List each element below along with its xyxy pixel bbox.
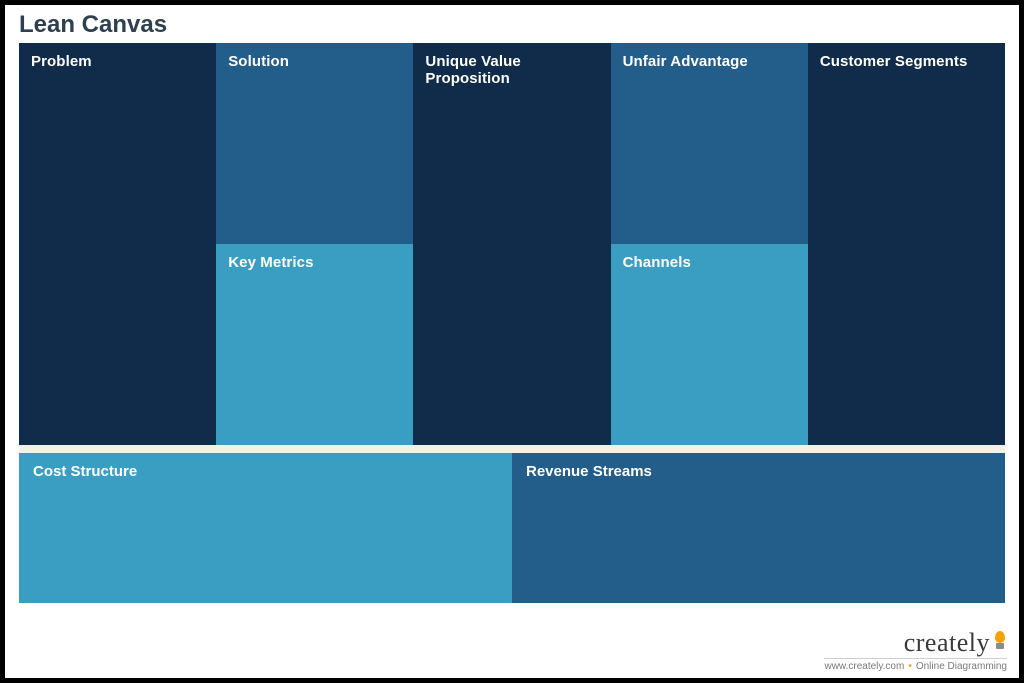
col-advantage-channels: Unfair Advantage Channels <box>611 43 808 445</box>
cell-key-metrics: Key Metrics <box>216 244 413 445</box>
page-title: Lean Canvas <box>5 5 1019 43</box>
separator-dot: • <box>904 661 916 672</box>
brand-tagline: Online Diagramming <box>916 661 1007 672</box>
cell-revenue-streams: Revenue Streams <box>512 453 1005 603</box>
canvas-bottom-row: Cost Structure Revenue Streams <box>19 453 1005 603</box>
lean-canvas-wrap: Problem Solution Key Metrics Unique Valu… <box>5 43 1019 603</box>
label-revenue-streams: Revenue Streams <box>526 463 991 480</box>
brand-word: creately <box>904 628 990 658</box>
cell-uvp: Unique Value Proposition <box>413 43 610 445</box>
label-uvp: Unique Value Proposition <box>425 53 598 87</box>
brand-top: creately <box>904 628 1007 658</box>
brand-url: www.creately.com <box>824 661 904 672</box>
canvas-top-row: Problem Solution Key Metrics Unique Valu… <box>19 43 1005 445</box>
label-unfair-advantage: Unfair Advantage <box>623 53 796 70</box>
label-problem: Problem <box>31 53 204 70</box>
label-customer-segments: Customer Segments <box>820 53 993 70</box>
lean-canvas: Problem Solution Key Metrics Unique Valu… <box>19 43 1005 603</box>
lightbulb-icon <box>993 631 1007 651</box>
footer: creately www.creately.com•Online Diagram… <box>5 603 1019 678</box>
cell-solution: Solution <box>216 43 413 244</box>
label-channels: Channels <box>623 254 796 271</box>
label-key-metrics: Key Metrics <box>228 254 401 271</box>
canvas-frame: Lean Canvas Problem Solution Key Metrics <box>0 0 1024 683</box>
brand-block: creately www.creately.com•Online Diagram… <box>824 628 1007 672</box>
brand-subline: www.creately.com•Online Diagramming <box>824 658 1007 672</box>
cell-cost-structure: Cost Structure <box>19 453 512 603</box>
col-solution-metrics: Solution Key Metrics <box>216 43 413 445</box>
cell-problem: Problem <box>19 43 216 445</box>
cell-unfair-advantage: Unfair Advantage <box>611 43 808 244</box>
cell-channels: Channels <box>611 244 808 445</box>
canvas-row-gap <box>19 445 1005 453</box>
label-cost-structure: Cost Structure <box>33 463 498 480</box>
label-solution: Solution <box>228 53 401 70</box>
col-uvp: Unique Value Proposition <box>413 43 610 445</box>
cell-customer-segments: Customer Segments <box>808 43 1005 445</box>
col-problem: Problem <box>19 43 216 445</box>
col-customer-segments: Customer Segments <box>808 43 1005 445</box>
